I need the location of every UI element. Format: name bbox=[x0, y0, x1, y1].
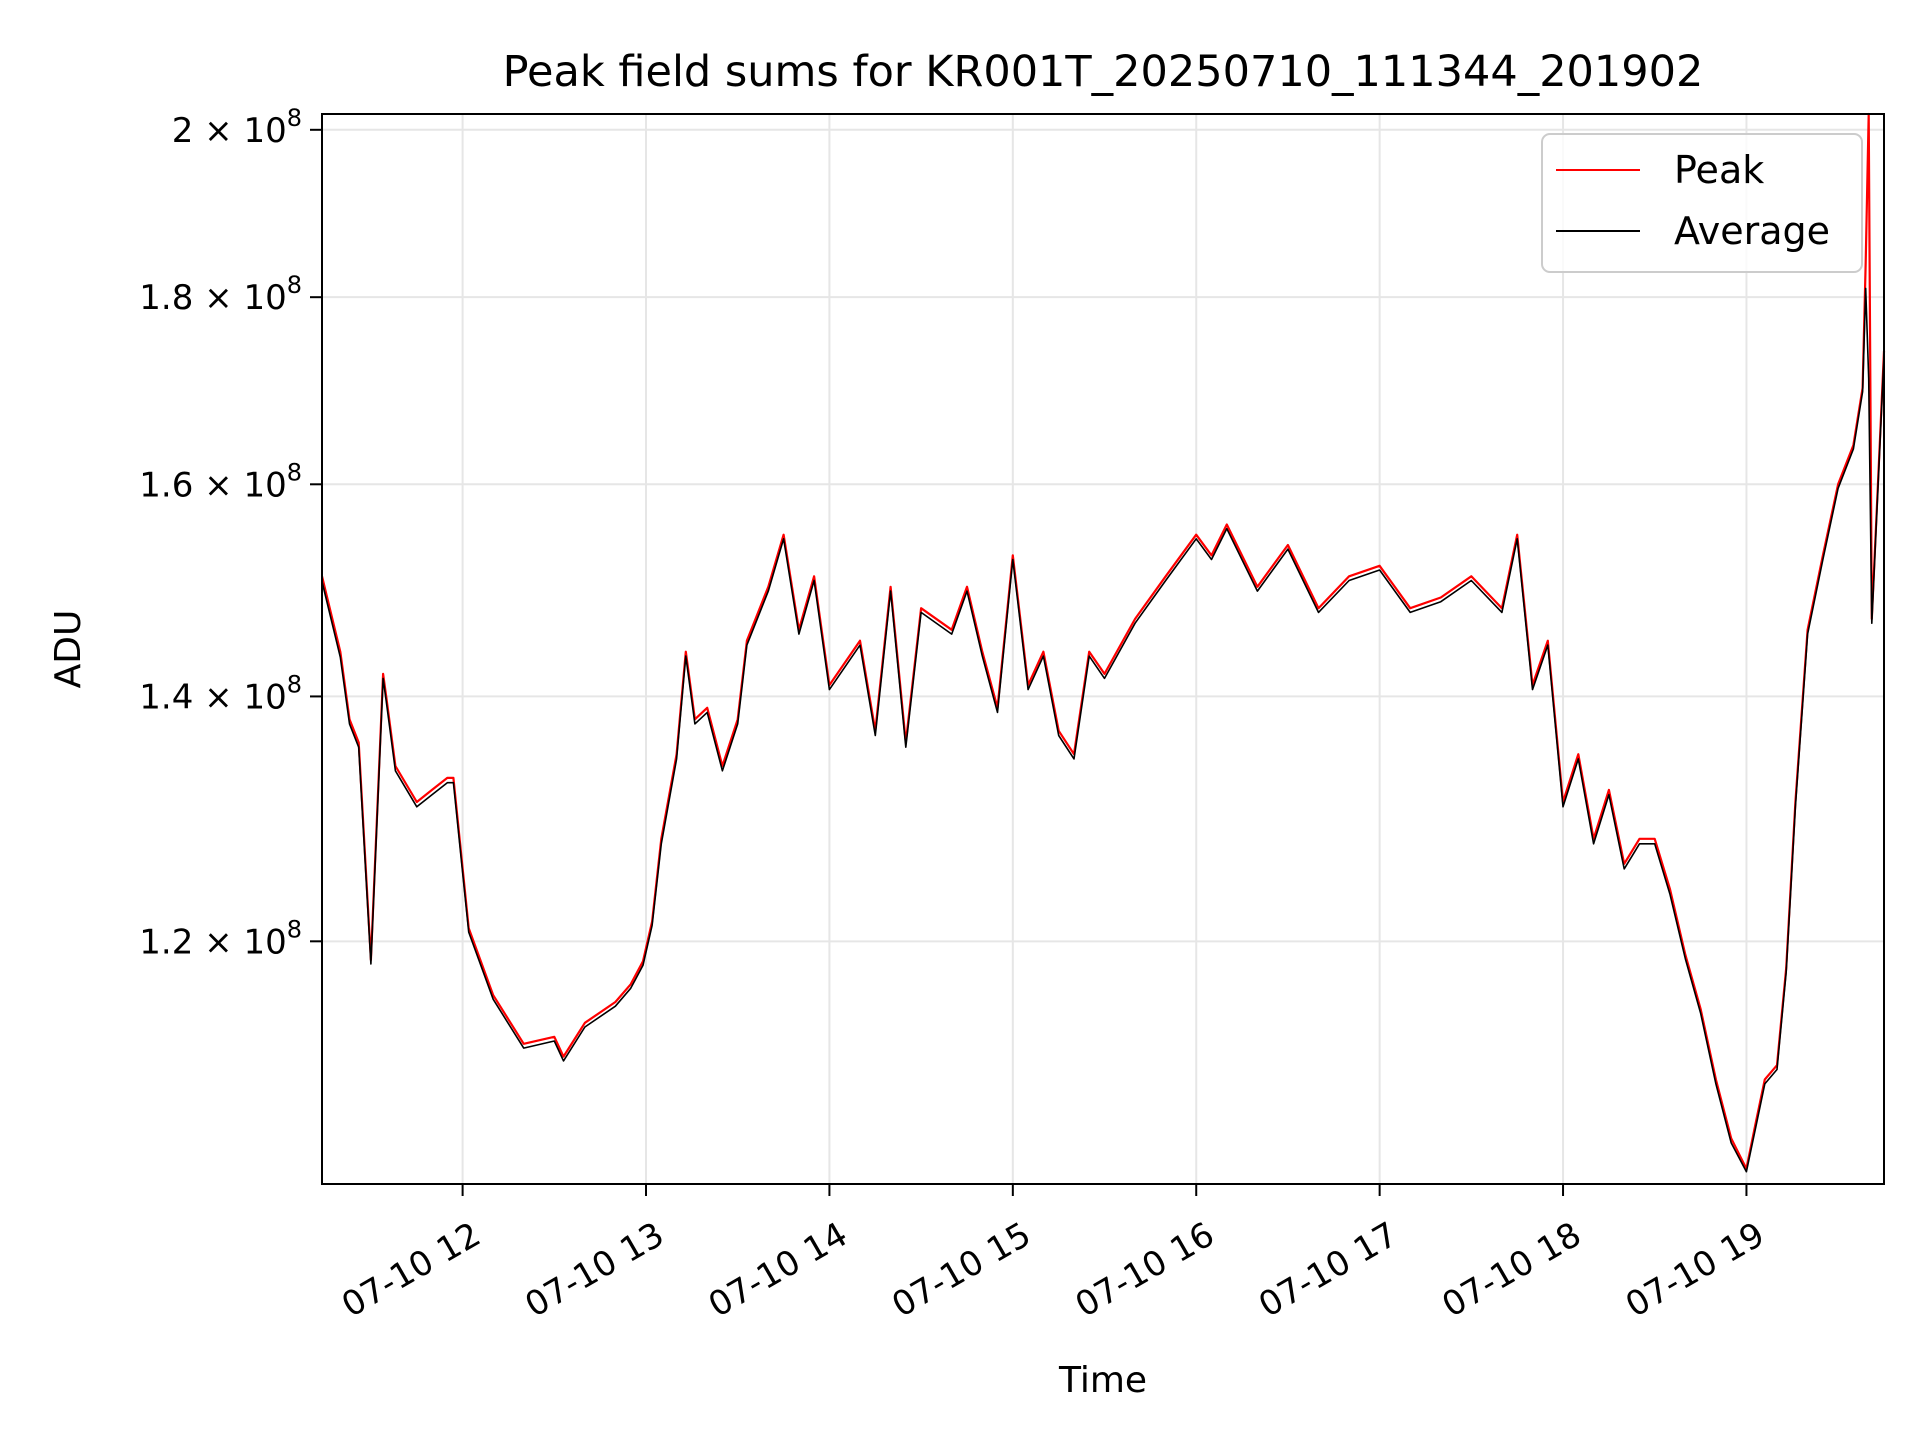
legend-box bbox=[1541, 133, 1863, 273]
y-tick-mantissa: 1.6 × 10 bbox=[139, 465, 286, 505]
chart-title: Peak field sums for KR001T_20250710_1113… bbox=[503, 47, 1704, 97]
y-tick-label: 1.4 × 108 bbox=[139, 670, 302, 717]
series-layer bbox=[320, 112, 1886, 1173]
y-tick-label: 2 × 108 bbox=[172, 104, 302, 151]
y-axis-label: ADU bbox=[48, 610, 89, 689]
series-line-peak bbox=[320, 112, 1886, 1170]
y-tick-exponent: 8 bbox=[287, 271, 302, 299]
y-tick-exponent: 8 bbox=[287, 104, 302, 132]
y-tick-label: 1.2 × 108 bbox=[139, 915, 302, 962]
series-peak bbox=[320, 112, 1886, 1170]
legend: Peak Average bbox=[1541, 133, 1863, 273]
y-tick-exponent: 8 bbox=[287, 458, 302, 486]
x-axis-label: Time bbox=[1058, 1360, 1147, 1401]
y-tick-label: 1.6 × 108 bbox=[139, 458, 302, 505]
y-tick-mantissa: 2 × 10 bbox=[172, 111, 287, 151]
y-tick-mantissa: 1.2 × 10 bbox=[139, 922, 286, 962]
plot-area bbox=[322, 114, 1884, 1184]
legend-label-average: Average bbox=[1674, 209, 1830, 253]
y-tick-exponent: 8 bbox=[287, 915, 302, 943]
y-tick-label: 1.8 × 108 bbox=[139, 271, 302, 318]
legend-label-peak: Peak bbox=[1674, 148, 1764, 192]
y-tick-mantissa: 1.4 × 10 bbox=[139, 677, 286, 717]
y-tick-exponent: 8 bbox=[287, 670, 302, 698]
plot-frame bbox=[321, 113, 1885, 1185]
gridlines bbox=[322, 114, 1884, 1184]
y-tick-mantissa: 1.8 × 10 bbox=[139, 278, 286, 318]
series-average bbox=[321, 287, 1885, 1173]
series-line-average bbox=[321, 287, 1885, 1173]
